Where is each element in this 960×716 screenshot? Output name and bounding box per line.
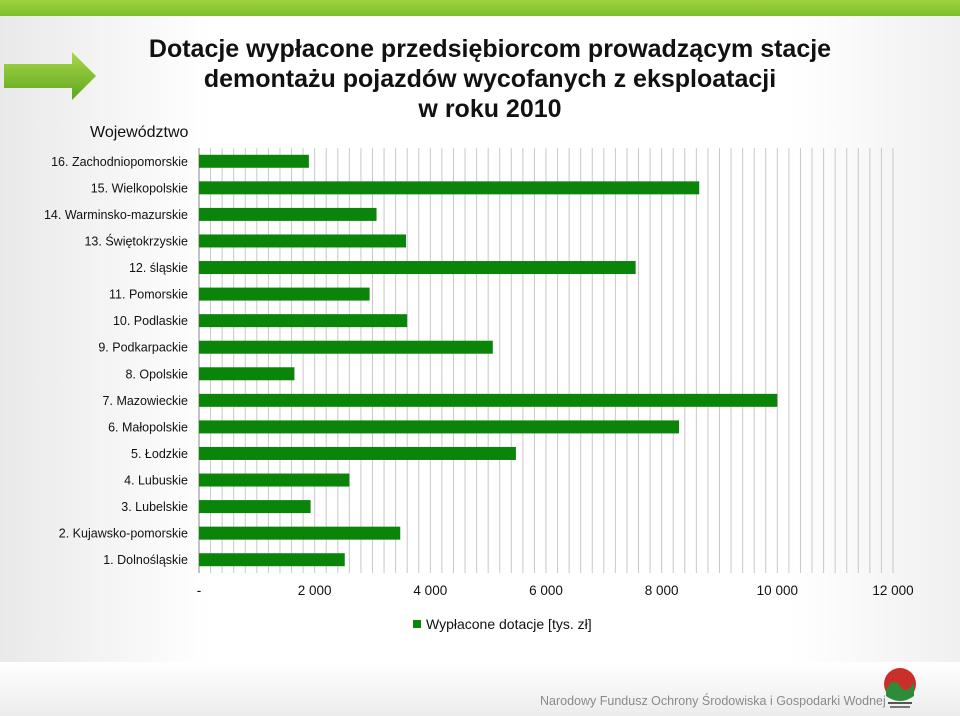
category-label: 4. Lubuskie bbox=[124, 474, 188, 488]
category-label: 1. Dolnośląskie bbox=[103, 553, 188, 567]
category-label: 6. Małopolskie bbox=[108, 420, 188, 434]
x-tick-label: 2 000 bbox=[298, 583, 332, 598]
top-accent-bar bbox=[0, 0, 960, 16]
category-label: 8. Opolskie bbox=[125, 367, 188, 381]
x-tick-label: 4 000 bbox=[413, 583, 447, 598]
category-label: 10. Podlaskie bbox=[113, 314, 188, 328]
x-tick-label: 6 000 bbox=[529, 583, 563, 598]
title-line-3: w roku 2010 bbox=[418, 95, 562, 123]
bar bbox=[199, 207, 377, 221]
bars bbox=[199, 154, 778, 567]
category-labels: 16. Zachodniopomorskie 15. Wielkopolskie 1… bbox=[44, 155, 188, 567]
title-line-2: demontażu pojazdów wycofanych z eksploat… bbox=[203, 65, 777, 93]
category-label: 5. Łodzkie bbox=[131, 447, 188, 461]
bar bbox=[199, 473, 350, 487]
category-label: 9. Podkarpackie bbox=[98, 341, 188, 355]
legend: Wypłacone dotacje [tys. zł] bbox=[413, 616, 592, 632]
category-label: 11. Pomorskie bbox=[109, 288, 188, 302]
bar bbox=[199, 526, 401, 540]
legend-label: Wypłacone dotacje [tys. zł] bbox=[426, 616, 592, 632]
bar bbox=[199, 340, 493, 354]
slide-title: Dotacje wypłacone przedsiębiorcom prowad… bbox=[70, 34, 910, 124]
green-arrow-icon bbox=[4, 52, 96, 100]
bar bbox=[199, 234, 407, 248]
x-tick-label: 12 000 bbox=[872, 583, 913, 598]
category-label: 2. Kujawsko-pomorskie bbox=[59, 527, 188, 541]
x-tick-label: 10 000 bbox=[757, 583, 798, 598]
category-label: 13. Świętokrzyskie bbox=[84, 233, 188, 248]
footer-organization: Narodowy Fundusz Ochrony Środowiska i Go… bbox=[540, 694, 886, 708]
bar bbox=[199, 367, 295, 381]
nfosigw-logo-icon bbox=[884, 668, 916, 708]
category-label: 16. Zachodniopomorskie bbox=[51, 155, 188, 169]
bar bbox=[199, 500, 311, 514]
footer-band bbox=[0, 662, 960, 716]
bar bbox=[199, 314, 408, 328]
y-axis-title: Województwo bbox=[90, 124, 189, 141]
bar bbox=[199, 553, 345, 567]
bar bbox=[199, 154, 309, 168]
bar-chart: 16. Zachodniopomorskie 15. Wielkopolskie 1… bbox=[44, 148, 914, 598]
bar bbox=[199, 446, 516, 460]
category-label: 14. Warminsko-mazurskie bbox=[44, 208, 188, 222]
x-tick-label: - bbox=[197, 583, 202, 598]
x-tick-labels: - 2 000 4 000 6 000 8 000 10 000 12 000 bbox=[197, 583, 914, 598]
bar bbox=[199, 420, 680, 434]
category-label: 7. Mazowieckie bbox=[103, 394, 188, 408]
title-line-1: Dotacje wypłacone przedsiębiorcom prowad… bbox=[148, 35, 832, 63]
x-tick-label: 8 000 bbox=[645, 583, 679, 598]
bar bbox=[199, 393, 778, 407]
bar bbox=[199, 261, 636, 275]
category-label: 15. Wielkopolskie bbox=[91, 181, 188, 195]
legend-swatch bbox=[413, 620, 421, 628]
category-label: 3. Lubelskie bbox=[121, 500, 188, 514]
category-label: 12. śląskie bbox=[129, 261, 188, 275]
bar bbox=[199, 287, 370, 301]
bar bbox=[199, 181, 700, 195]
